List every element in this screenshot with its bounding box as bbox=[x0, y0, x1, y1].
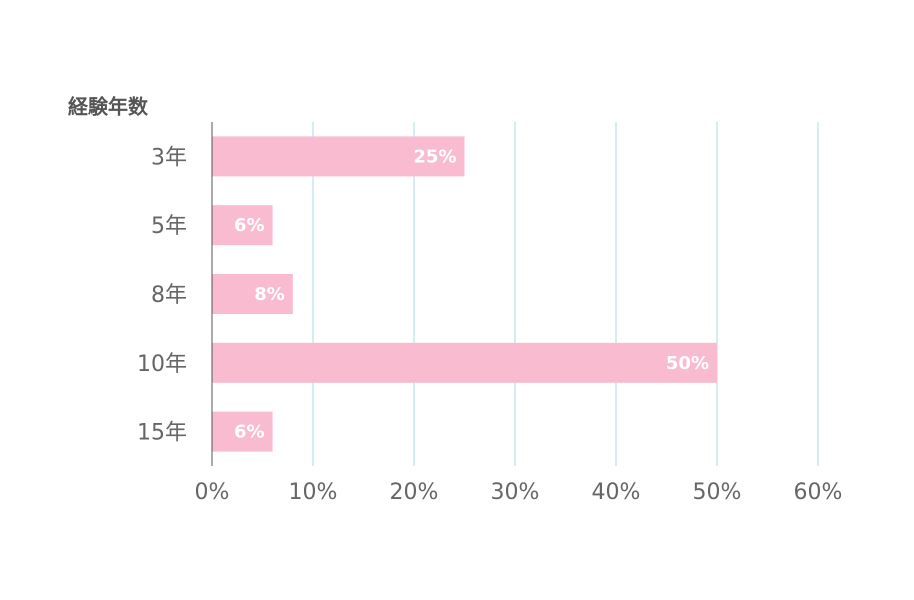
x-tick-label: 0% bbox=[195, 480, 230, 505]
y-tick-label: 8年 bbox=[151, 283, 187, 308]
value-label: 6% bbox=[234, 422, 265, 443]
bar bbox=[212, 342, 717, 383]
x-tick-label: 60% bbox=[794, 480, 843, 505]
value-label: 25% bbox=[413, 146, 456, 167]
y-tick-label: 10年 bbox=[137, 352, 187, 377]
y-tick-label: 15年 bbox=[137, 421, 187, 446]
value-label: 6% bbox=[234, 215, 265, 236]
x-tick-label: 10% bbox=[289, 480, 338, 505]
value-label: 50% bbox=[666, 353, 709, 374]
x-tick-label: 50% bbox=[693, 480, 742, 505]
axis-title: 経験年数 bbox=[68, 95, 149, 119]
bar bbox=[212, 205, 273, 246]
y-tick-label: 3年 bbox=[151, 145, 187, 170]
x-tick-label: 20% bbox=[390, 480, 439, 505]
y-tick-label: 5年 bbox=[151, 214, 187, 239]
bar bbox=[212, 136, 465, 177]
x-tick-label: 40% bbox=[592, 480, 641, 505]
bar bbox=[212, 411, 273, 452]
value-label: 8% bbox=[254, 284, 285, 305]
bar bbox=[212, 274, 293, 314]
x-tick-label: 30% bbox=[491, 480, 540, 505]
